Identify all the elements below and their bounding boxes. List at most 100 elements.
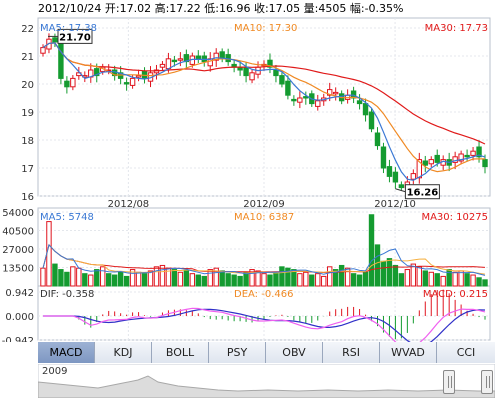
tab-psy[interactable]: PSY (209, 342, 266, 363)
candle-body (273, 69, 279, 77)
volume-y-tick: 54000 (2, 208, 34, 219)
price-y-tick: 17 (21, 164, 34, 175)
candle-body (249, 72, 255, 81)
volume-bar (76, 267, 82, 287)
candle-body (356, 100, 363, 105)
volume-bar (40, 267, 46, 287)
volume-bar (58, 269, 64, 287)
volume-bar (88, 274, 94, 287)
vol-ma10-line (42, 243, 486, 275)
candle-body (291, 98, 297, 102)
candle-body (213, 52, 219, 61)
candle-body (476, 146, 482, 158)
volume-bar (243, 271, 249, 287)
candle-body (368, 111, 375, 130)
candle-body (470, 150, 476, 156)
vol-ma5-line (42, 243, 486, 276)
candle-body (70, 77, 76, 88)
volume-bar (105, 273, 112, 287)
candle-body (40, 47, 46, 54)
volume-bar (404, 269, 411, 287)
volume-bar (452, 271, 458, 287)
candle-body (177, 58, 184, 61)
volume-bar (225, 273, 231, 287)
indicator-tabs: MACD KDJ BOLL PSY OBV RSI WVAD CCI (38, 342, 495, 363)
candle-body (482, 159, 488, 168)
volume-y-tick: 13500 (2, 264, 34, 275)
candle-body (327, 89, 333, 96)
ma30-legend: MA30: 17.73 (425, 23, 488, 34)
volume-bar (386, 258, 393, 287)
candle-body (195, 55, 201, 60)
volume-y-tick: 27000 (2, 245, 34, 256)
tab-rsi[interactable]: RSI (323, 342, 380, 363)
volume-bar (171, 269, 178, 287)
volume-bar (464, 273, 470, 287)
macd-y-tick: 0.942 (5, 288, 34, 299)
price-x-tick: 2012/09 (243, 199, 285, 210)
volume-bar (201, 275, 207, 287)
low-label-box (404, 184, 440, 200)
volume-bar (344, 267, 351, 287)
volume-bar (117, 271, 124, 287)
volume-bar (129, 269, 136, 287)
volume-bar (237, 275, 243, 287)
candle-body (416, 159, 423, 179)
volume-bar (410, 263, 417, 287)
candle-body (422, 160, 428, 166)
volume-bar (428, 271, 434, 287)
volume-bar (123, 275, 130, 287)
candle-body (332, 91, 339, 95)
volume-bar (273, 271, 279, 287)
navigator-right-handle[interactable] (481, 370, 493, 394)
price-y-tick: 16 (21, 192, 34, 203)
candle-body (201, 55, 207, 63)
candle-body (392, 171, 399, 183)
volume-bar (285, 267, 291, 287)
quote-header: 2012/10/24 开:17.02 高:17.22 低:16.96 收:17.… (38, 2, 404, 15)
volume-bar (100, 266, 106, 287)
candle-body (464, 154, 470, 158)
tab-obv[interactable]: OBV (266, 342, 323, 363)
volume-bar (111, 274, 118, 287)
navigator-sparkline (38, 364, 495, 398)
candle-body (267, 59, 273, 68)
tab-kdj[interactable]: KDJ (95, 342, 152, 363)
volume-bar (261, 273, 267, 287)
volume-bar (64, 271, 70, 287)
volume-bar (159, 264, 166, 287)
time-navigator[interactable]: 2009 (38, 364, 495, 398)
volume-bar (350, 273, 357, 287)
price-y-tick: 22 (21, 24, 34, 35)
candle-body (297, 97, 303, 103)
volume-bar (434, 273, 440, 287)
price-y-tick: 18 (21, 136, 34, 147)
candle-body (64, 80, 70, 88)
tab-wvad[interactable]: WVAD (380, 342, 437, 363)
volume-bar (392, 264, 399, 287)
candle-body (243, 66, 249, 77)
candle-body (171, 59, 178, 63)
volume-bar (470, 274, 476, 287)
tab-cci[interactable]: CCI (437, 342, 495, 363)
candle-body (398, 184, 405, 189)
ma5-line (42, 42, 486, 181)
navigator-left-handle[interactable] (443, 370, 455, 394)
volume-bar (147, 270, 154, 287)
dea-legend: DEA: -0.466 (234, 289, 293, 300)
candle-body (380, 146, 387, 169)
volume-bar (219, 270, 225, 287)
volume-bar (46, 221, 52, 287)
price-y-tick: 20 (21, 80, 34, 91)
volume-bar (141, 273, 148, 287)
vol-ma5-legend: MA5: 5748 (40, 212, 94, 223)
volume-bar (332, 269, 339, 287)
candle-body (279, 75, 285, 85)
volume-y-tick: 40500 (2, 227, 34, 238)
tab-macd[interactable]: MACD (38, 342, 95, 363)
tab-boll[interactable]: BOLL (152, 342, 209, 363)
volume-bar (482, 279, 488, 287)
candle-body (374, 132, 381, 147)
candle-body (452, 156, 458, 163)
low-label: 16.26 (407, 188, 439, 199)
